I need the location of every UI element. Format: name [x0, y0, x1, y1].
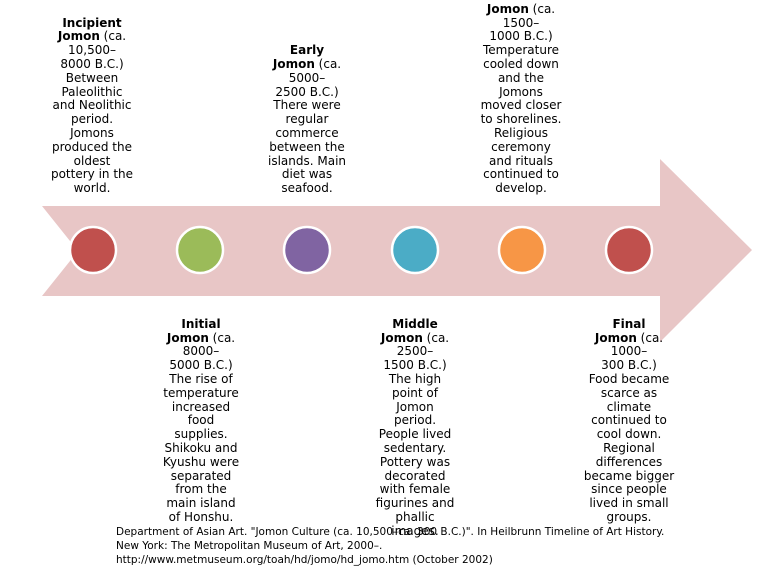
period-description: The rise of temperature increased food s…: [162, 371, 240, 524]
period-title: Jomon: [486, 1, 529, 16]
period-title: Early Jomon: [272, 43, 325, 72]
period-text-incipient: Incipient Jomon (ca. 10,500– 8000 B.C.) …: [45, 3, 139, 196]
period-title: Middle Jomon: [380, 316, 438, 345]
period-dates: (ca. 1500– 1000 B.C.): [489, 1, 556, 44]
period-text-initial: Initial Jomon (ca. 8000– 5000 B.C.) The …: [154, 304, 248, 525]
citation: Department of Asian Art. "Jomon Culture …: [116, 526, 665, 566]
period-title: Initial Jomon: [166, 316, 221, 345]
timeline-node-initial: [175, 225, 225, 275]
period-dates: (ca. 5000– 2500 B.C.): [275, 57, 342, 99]
period-dates: (ca. 1000– 300 B.C.): [601, 330, 664, 373]
period-description: Food became scarce as climate continued …: [583, 371, 675, 524]
period-dates: (ca. 8000– 5000 B.C.): [169, 330, 236, 373]
timeline-node-early: [282, 225, 332, 275]
period-dates: (ca. 10,500– 8000 B.C.): [60, 29, 127, 72]
timeline-node-middle: [390, 225, 440, 275]
period-title: Incipient Jomon: [57, 15, 122, 44]
period-description: Between Paleolithic and Neolithic period…: [50, 70, 134, 196]
period-text-middle: Middle Jomon (ca. 2500– 1500 B.C.) The h…: [368, 304, 462, 539]
period-title: Final Jomon: [594, 316, 646, 345]
period-description: The high point of Jomon period. People l…: [375, 371, 455, 538]
period-text-early: Early Jomon (ca. 5000– 2500 B.C.) There …: [260, 30, 354, 196]
timeline-node-late: [497, 225, 547, 275]
period-dates: (ca. 2500– 1500 B.C.): [383, 330, 450, 373]
period-description: There were regular commerce between the …: [267, 98, 347, 196]
period-description: Temperature cooled down and the Jomons m…: [480, 43, 562, 196]
period-text-late: Jomon (ca. 1500– 1000 B.C.) Temperature …: [474, 0, 568, 196]
timeline-node-final: [604, 225, 654, 275]
timeline-node-incipient: [68, 225, 118, 275]
period-text-final: Final Jomon (ca. 1000– 300 B.C.) Food be…: [582, 304, 676, 525]
